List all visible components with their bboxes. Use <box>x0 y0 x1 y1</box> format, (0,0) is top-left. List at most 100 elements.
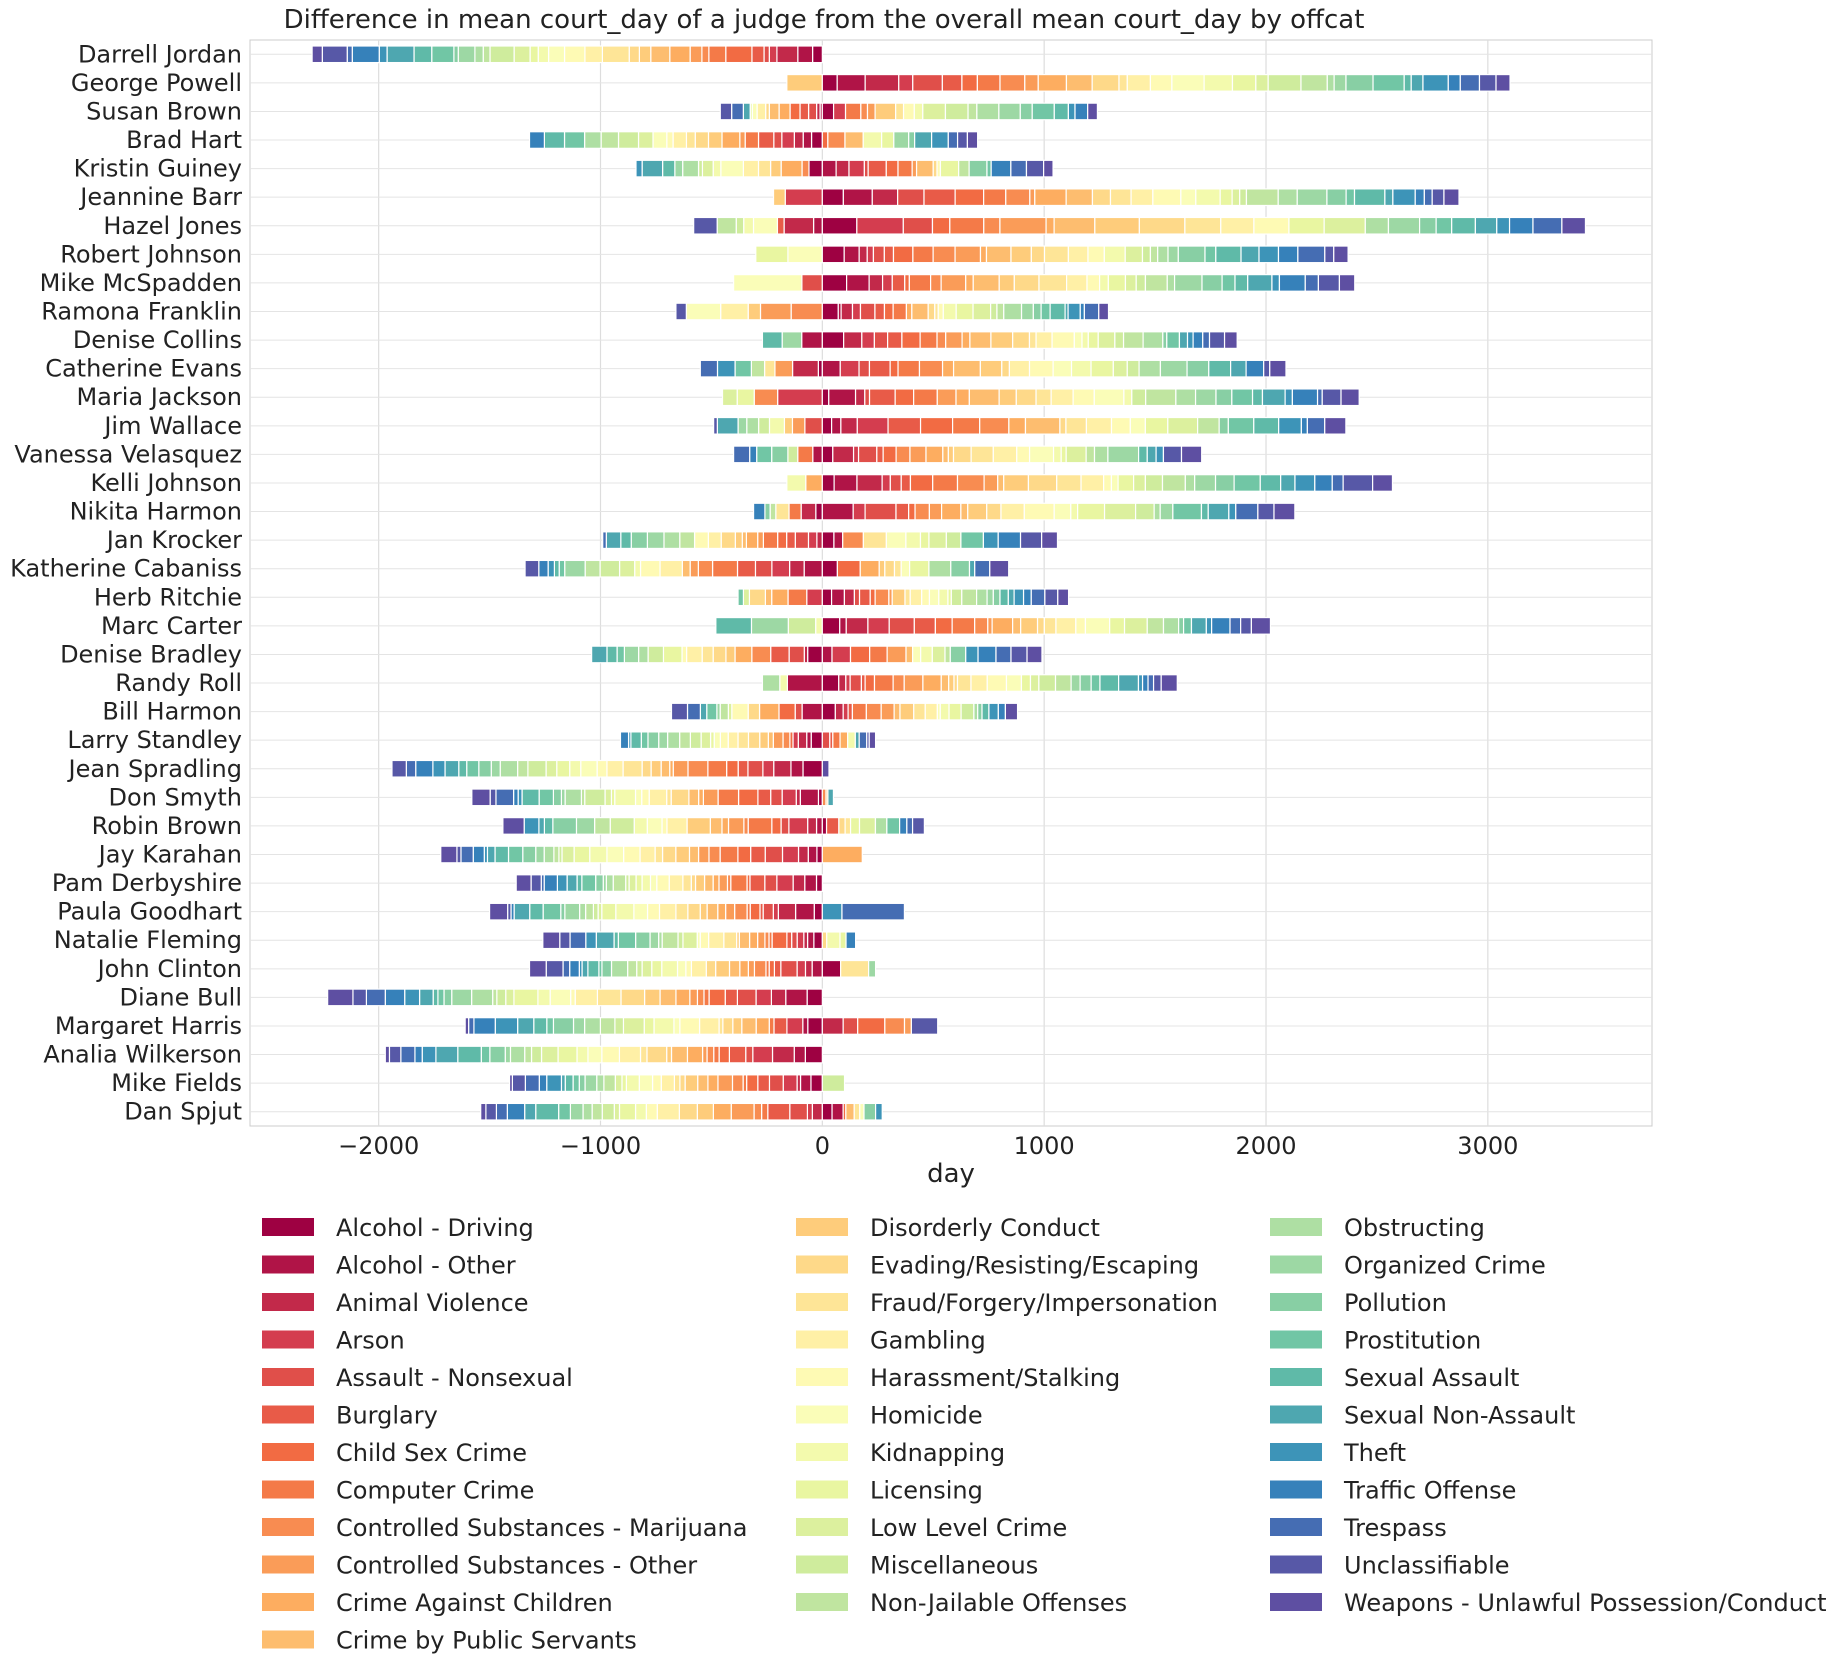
bar-segment <box>1173 274 1203 292</box>
x-axis-label: day <box>927 1159 975 1189</box>
bar-segment <box>758 702 780 721</box>
bar-segment <box>1202 331 1211 349</box>
bar-segment <box>480 1102 487 1121</box>
bar-segment <box>679 1017 701 1035</box>
legend-label: Harassment/Stalking <box>870 1364 1120 1392</box>
bar-segment <box>777 531 788 550</box>
bar-segment <box>701 159 714 178</box>
bar-segment <box>636 959 643 978</box>
judge-label: Susan Brown <box>86 97 242 125</box>
bar-segment <box>858 731 868 750</box>
bar-segment <box>821 245 845 264</box>
bar-segment <box>440 845 458 864</box>
bar-segment <box>557 1045 578 1064</box>
bar-segment <box>1277 188 1298 207</box>
bar-segment <box>960 531 985 550</box>
bar-segment <box>1177 245 1206 264</box>
bar-segment <box>849 674 863 692</box>
bar-segment <box>1144 416 1169 435</box>
bar-segment <box>967 102 978 121</box>
bar-segment <box>977 702 983 721</box>
bar-segment <box>821 274 848 292</box>
bar-segment <box>528 959 547 978</box>
bar-segment <box>1221 274 1236 292</box>
legend-label: Unclassifiable <box>1344 1552 1510 1580</box>
legend-swatch <box>796 1518 848 1536</box>
bar-segment <box>919 331 938 349</box>
legend-label: Licensing <box>870 1477 983 1505</box>
bar-segment <box>690 874 697 892</box>
bar-segment <box>825 817 840 835</box>
bar-segment <box>543 817 554 835</box>
bar-segment <box>1324 416 1347 435</box>
bar-segment <box>1410 73 1424 92</box>
bar-segment <box>1152 188 1182 207</box>
bar-segment <box>848 159 865 178</box>
bar-segment <box>1080 474 1105 492</box>
legend-swatch <box>796 1593 848 1611</box>
bar-segment <box>1044 588 1059 607</box>
bar-segment <box>858 245 868 264</box>
bar-segment <box>1003 302 1023 321</box>
bar-segment <box>708 845 721 864</box>
judge-label: Darrell Jordan <box>78 40 242 68</box>
bar-segment <box>706 702 718 721</box>
bar-segment <box>944 102 969 121</box>
bar-segment <box>938 588 949 607</box>
legend-swatch <box>1270 1443 1322 1461</box>
legend-swatch <box>1270 1330 1322 1349</box>
bar-segment <box>801 702 823 721</box>
bar-segment <box>913 616 936 635</box>
bar-segment <box>538 1074 548 1093</box>
bar-segment <box>841 902 906 921</box>
bar-segment <box>976 102 1000 121</box>
bar-segment <box>794 702 803 721</box>
bar-segment <box>755 988 772 1007</box>
bar-segment <box>746 416 760 435</box>
legend-swatch <box>262 1330 314 1349</box>
bar-segment <box>1083 302 1100 321</box>
bar-segment <box>1211 616 1231 635</box>
bar-segment <box>954 188 985 207</box>
bar-segment <box>1278 274 1306 292</box>
bar-segment <box>867 616 890 635</box>
bar-segment <box>931 131 949 149</box>
bar-segment <box>945 531 962 550</box>
bar-segment <box>684 1074 699 1093</box>
bar-segment <box>679 731 691 750</box>
bar-segment <box>561 845 575 864</box>
judge-label: Denise Collins <box>73 326 242 354</box>
bar-segment <box>670 702 689 721</box>
legend-swatch <box>1270 1368 1322 1386</box>
bar-segment <box>786 531 796 550</box>
bar-segment <box>1496 216 1511 235</box>
bar-segment <box>789 1102 809 1121</box>
bar-segment <box>638 1074 654 1093</box>
bar-segment <box>576 874 583 892</box>
bar-segment <box>857 1017 886 1035</box>
bar-segment <box>974 616 989 635</box>
bar-segment <box>925 445 944 464</box>
bar-segment <box>666 131 674 149</box>
bar-segment <box>321 45 348 64</box>
bar-segment <box>682 159 700 178</box>
bar-segment <box>909 445 927 464</box>
bar-segment <box>821 645 833 664</box>
bar-segment <box>736 988 757 1007</box>
bar-segment <box>979 359 1003 378</box>
bar-segment <box>1192 331 1204 349</box>
bar-segment <box>1197 416 1220 435</box>
bar-segment <box>1153 502 1161 521</box>
bar-segment <box>1126 73 1152 92</box>
bar-segment <box>720 531 736 550</box>
bar-segment <box>737 845 752 864</box>
bar-segment <box>457 45 476 64</box>
bar-segment <box>569 931 587 950</box>
bar-segment <box>761 331 783 349</box>
bar-segment <box>681 645 688 664</box>
judge-label: Marc Carter <box>101 612 242 640</box>
bar-segment <box>563 45 586 64</box>
bar-segment <box>685 131 696 149</box>
bar-segment <box>1372 73 1405 92</box>
bar-segment <box>868 959 877 978</box>
